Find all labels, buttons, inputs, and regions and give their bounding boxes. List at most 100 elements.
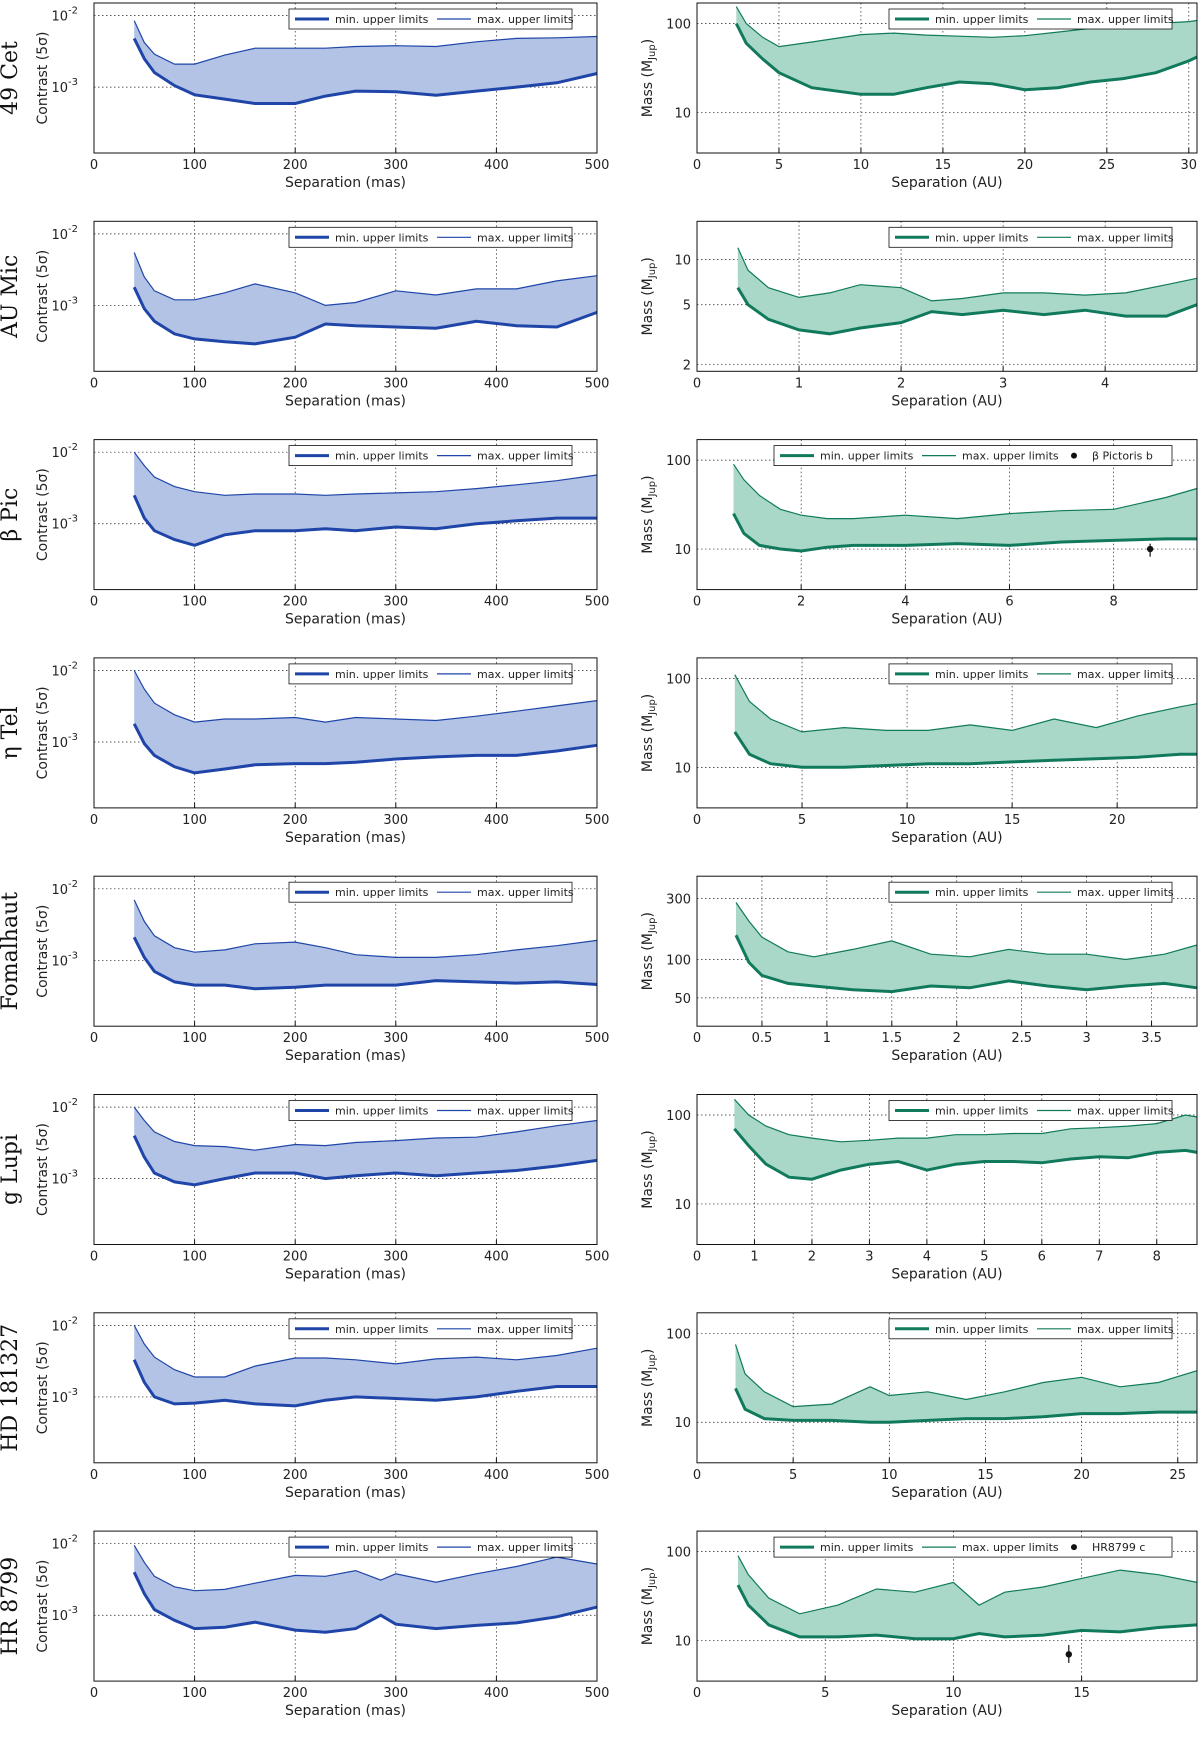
star-name-label: AU Mic: [0, 255, 23, 339]
legend-box: [288, 1100, 573, 1121]
x-tick-label: 100: [182, 1468, 207, 1483]
y-tick-label: 100: [666, 1546, 691, 1561]
star-name-label: 49 Cet: [0, 41, 23, 115]
x-tick-label: 400: [484, 1468, 509, 1483]
y-axis-label: Mass (MJup): [640, 257, 658, 335]
x-tick-label: 300: [383, 813, 408, 828]
series-min-upper-limits: [132, 723, 598, 775]
legend-max-label: max. upper limits: [477, 450, 574, 463]
x-tick-label: 20: [1109, 813, 1126, 828]
axes-frame: [93, 439, 598, 591]
legend-box: [288, 226, 573, 248]
y-axis-label: Mass (MJup): [640, 1349, 658, 1427]
y-axis-label: Mass (MJup): [640, 475, 658, 553]
y-tick-label: 10-2: [51, 6, 78, 25]
x-tick-label: 10: [853, 158, 870, 173]
legend-box: [288, 663, 573, 685]
x-tick-label: 100: [182, 595, 207, 610]
x-tick-label: 20: [1017, 158, 1034, 173]
x-tick-label: 200: [283, 1468, 308, 1483]
axes-frame: [93, 220, 598, 372]
legend-min-label: min. upper limits: [935, 668, 1029, 681]
x-tick-label: 100: [182, 813, 207, 828]
x-tick-label: 500: [585, 1686, 610, 1701]
y-tick-label: 10-2: [51, 879, 78, 898]
legend-max-label: max. upper limits: [1077, 1323, 1174, 1336]
y-tick-label: 10-3: [51, 77, 78, 96]
legend-companion-label: HR8799 c: [1092, 1541, 1145, 1554]
legend-max-label: max. upper limits: [477, 886, 574, 899]
x-tick-label: 0: [693, 1468, 701, 1483]
series-min-upper-limits: [132, 1134, 598, 1187]
y-tick-label: 10-3: [51, 732, 78, 751]
series-min-upper-limits: [132, 494, 597, 547]
legend-min-label: min. upper limits: [335, 13, 429, 26]
legend-min-label: min. upper limits: [335, 450, 429, 463]
legend-max-label: max. upper limits: [1077, 886, 1174, 899]
x-tick-label: 4: [901, 595, 909, 610]
contrast-range-area: [134, 1545, 597, 1633]
x-tick-label: 1: [795, 376, 803, 391]
series-min-upper-limits: [733, 731, 1197, 769]
x-tick-label: 15: [1073, 1686, 1090, 1701]
legend-min-label: min. upper limits: [820, 450, 914, 463]
star-name-label: HR 8799: [0, 1557, 23, 1656]
x-tick-label: 5: [821, 1686, 829, 1701]
y-tick-label: 10: [674, 254, 691, 269]
mass-range-area: [736, 902, 1197, 992]
y-tick-label: 10-3: [51, 1387, 78, 1406]
series-min-upper-limits: [132, 37, 598, 105]
legend-max-label: max. upper limits: [477, 231, 574, 244]
series-max-upper-limits: [133, 899, 598, 958]
x-tick-label: 400: [484, 813, 509, 828]
x-tick-label: 0: [693, 595, 701, 610]
axes-frame: [696, 1094, 1198, 1245]
y-tick-label: 100: [666, 1327, 691, 1342]
series-max-upper-limits: [733, 463, 1198, 520]
x-tick-label: 500: [585, 376, 610, 391]
y-tick-label: 300: [666, 893, 691, 908]
series-max-upper-limits: [133, 1325, 598, 1378]
legend-companion-label: β Pictoris b: [1092, 450, 1153, 463]
x-tick-label: 0: [90, 1250, 98, 1265]
axes-frame: [93, 875, 598, 1027]
x-tick-label: 6: [1038, 1250, 1046, 1265]
series-min-upper-limits: [132, 286, 598, 346]
legend-companion-marker: [1071, 1544, 1077, 1551]
y-tick-label: 10-3: [51, 950, 78, 969]
x-tick-label: 15: [977, 1468, 994, 1483]
x-tick-label: 0: [693, 813, 701, 828]
x-tick-label: 0.5: [752, 1031, 773, 1046]
x-tick-label: 8: [1110, 595, 1118, 610]
legend-max-label: max. upper limits: [1077, 1105, 1174, 1118]
x-tick-label: 200: [283, 1250, 308, 1265]
series-min-upper-limits: [734, 1387, 1197, 1424]
axes-frame: [93, 2, 598, 154]
x-tick-label: 200: [283, 1031, 308, 1046]
legend-max-label: max. upper limits: [477, 1105, 574, 1118]
x-tick-label: 25: [1169, 1468, 1186, 1483]
legend-min-label: min. upper limits: [335, 1105, 429, 1118]
x-axis-label: Separation (mas): [285, 612, 406, 628]
axes-frame: [696, 1530, 1198, 1682]
x-tick-label: 300: [383, 376, 408, 391]
x-tick-label: 0: [90, 376, 98, 391]
y-tick-label: 100: [666, 672, 691, 687]
mass-range-area: [735, 1344, 1197, 1423]
legend-max-label: max. upper limits: [477, 668, 574, 681]
contrast-range-area: [134, 1107, 597, 1185]
series-min-upper-limits: [734, 22, 1198, 96]
contrast-range-area: [134, 899, 597, 989]
companion-point: [1065, 1651, 1072, 1658]
x-tick-label: 300: [383, 1468, 408, 1483]
x-tick-label: 2: [953, 1031, 961, 1046]
x-tick-label: 100: [182, 1250, 207, 1265]
series-min-upper-limits: [732, 512, 1197, 553]
axes-frame: [696, 220, 1198, 372]
legend-box: [773, 1536, 1173, 1558]
x-tick-label: 400: [484, 1686, 509, 1701]
